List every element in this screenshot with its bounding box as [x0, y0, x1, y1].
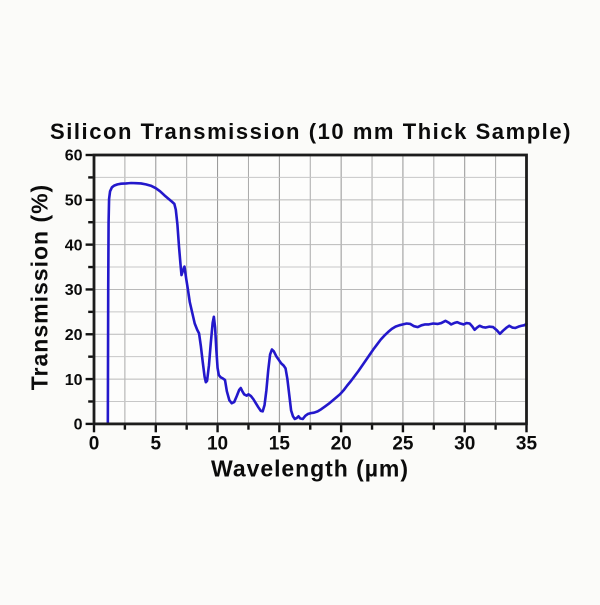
svg-text:20: 20	[331, 434, 352, 455]
svg-text:Wavelength (µm): Wavelength (µm)	[211, 456, 409, 482]
svg-text:0: 0	[89, 434, 100, 455]
svg-text:10: 10	[65, 372, 83, 389]
svg-text:25: 25	[392, 434, 414, 455]
svg-text:20: 20	[65, 327, 83, 344]
svg-text:40: 40	[65, 237, 83, 254]
svg-text:15: 15	[269, 434, 291, 455]
svg-text:10: 10	[207, 434, 228, 455]
svg-text:30: 30	[454, 434, 475, 455]
svg-text:50: 50	[65, 193, 83, 210]
svg-text:Transmission (%): Transmission (%)	[27, 184, 53, 390]
svg-text:Silicon Transmission (10 mm Th: Silicon Transmission (10 mm Thick Sample…	[50, 119, 572, 144]
svg-text:0: 0	[74, 417, 83, 434]
svg-text:30: 30	[65, 282, 83, 299]
svg-text:60: 60	[65, 148, 83, 165]
svg-text:35: 35	[516, 434, 538, 455]
svg-text:5: 5	[151, 434, 162, 455]
